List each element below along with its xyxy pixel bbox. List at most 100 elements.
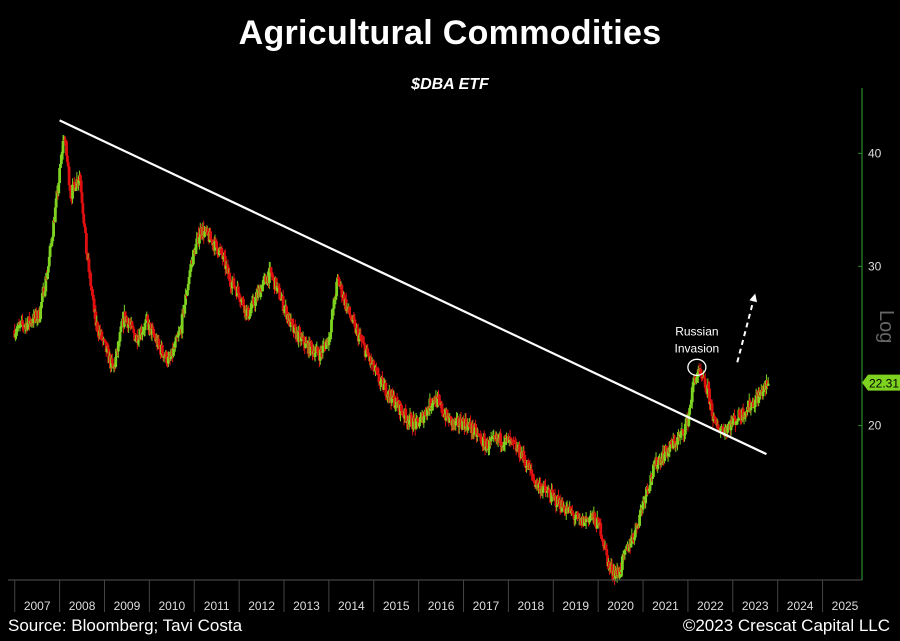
candle xyxy=(405,409,408,429)
candle xyxy=(281,289,285,316)
candle xyxy=(649,471,653,491)
candle xyxy=(438,394,442,409)
candle xyxy=(106,342,110,351)
candle xyxy=(85,253,89,262)
candle xyxy=(261,284,264,292)
candle xyxy=(87,252,91,279)
candle xyxy=(514,438,518,456)
x-tick-label: 2024 xyxy=(787,599,814,613)
candle xyxy=(748,398,752,414)
candle xyxy=(68,179,72,193)
candle xyxy=(757,387,761,407)
candle xyxy=(532,473,535,484)
candle xyxy=(135,329,139,350)
candle xyxy=(395,392,399,403)
candle xyxy=(337,276,341,287)
candle xyxy=(209,227,213,240)
candle xyxy=(78,172,82,181)
candle xyxy=(715,417,718,429)
y-axis: 40 30 20 Log 22.31 xyxy=(858,88,900,580)
candle xyxy=(716,420,720,430)
candle xyxy=(242,296,245,308)
candle xyxy=(372,359,376,375)
candle xyxy=(723,423,727,440)
candle xyxy=(55,185,59,202)
resistance-trendline xyxy=(59,119,767,456)
candle xyxy=(184,288,188,306)
candle xyxy=(501,441,505,452)
chart-subtitle: $DBA ETF xyxy=(411,76,489,93)
candle xyxy=(226,259,230,280)
candle xyxy=(599,518,603,539)
candle xyxy=(550,483,553,506)
candle xyxy=(544,478,547,498)
candle xyxy=(483,432,487,456)
candle xyxy=(359,328,363,341)
candle xyxy=(297,325,301,348)
candle xyxy=(689,399,692,413)
projection-arrow-head xyxy=(749,293,757,303)
candle xyxy=(708,381,711,410)
candle xyxy=(528,460,532,477)
candle xyxy=(274,277,278,294)
x-axis: 2007 2008 2009 2010 2011 2012 2013 2014 2015 2016… xyxy=(8,579,862,613)
candle xyxy=(676,431,679,451)
candle xyxy=(39,305,43,323)
candle xyxy=(636,524,640,529)
candle xyxy=(270,268,274,281)
candle xyxy=(318,345,322,365)
candle xyxy=(682,429,686,443)
candle xyxy=(639,504,642,518)
candle xyxy=(489,431,493,446)
candle xyxy=(213,234,217,256)
candle xyxy=(459,411,463,430)
candle xyxy=(157,334,161,350)
x-tick-label: 2012 xyxy=(248,599,275,613)
candle xyxy=(245,304,249,320)
x-tick-label: 2022 xyxy=(697,599,724,613)
candle xyxy=(369,353,373,371)
candle xyxy=(576,511,580,519)
candle xyxy=(486,436,490,451)
candle xyxy=(532,474,536,481)
candle xyxy=(425,415,428,420)
candle xyxy=(445,408,449,420)
candle xyxy=(160,342,164,355)
x-tick-label: 2008 xyxy=(69,599,96,613)
annotation-text: Russian Invasion xyxy=(675,324,720,355)
candle xyxy=(477,433,481,437)
candle xyxy=(600,534,604,542)
candle xyxy=(594,516,597,528)
candle xyxy=(456,415,460,434)
candle xyxy=(141,326,144,341)
candle xyxy=(17,318,21,326)
candle xyxy=(589,513,593,521)
candle xyxy=(437,390,440,406)
candle xyxy=(119,321,123,334)
candle xyxy=(414,412,418,431)
x-tick-label: 2013 xyxy=(293,599,320,613)
candle xyxy=(425,406,429,421)
candle xyxy=(749,406,753,416)
candle xyxy=(248,316,251,320)
last-price-tag xyxy=(862,374,900,391)
candle xyxy=(232,273,236,289)
candle xyxy=(125,315,129,321)
candle xyxy=(364,350,368,358)
candle xyxy=(61,134,65,160)
candle xyxy=(481,433,485,451)
candle xyxy=(285,304,288,323)
candle xyxy=(74,187,78,192)
y-tick-label: 40 xyxy=(868,146,882,160)
candle xyxy=(671,432,675,450)
candle xyxy=(408,407,412,427)
candle xyxy=(84,233,88,254)
candle xyxy=(564,502,568,520)
candle xyxy=(561,497,565,509)
candle xyxy=(40,300,43,313)
candle xyxy=(655,456,659,472)
x-tick-label: 2009 xyxy=(114,599,141,613)
x-tick-label: 2014 xyxy=(338,599,365,613)
candle xyxy=(621,550,625,564)
